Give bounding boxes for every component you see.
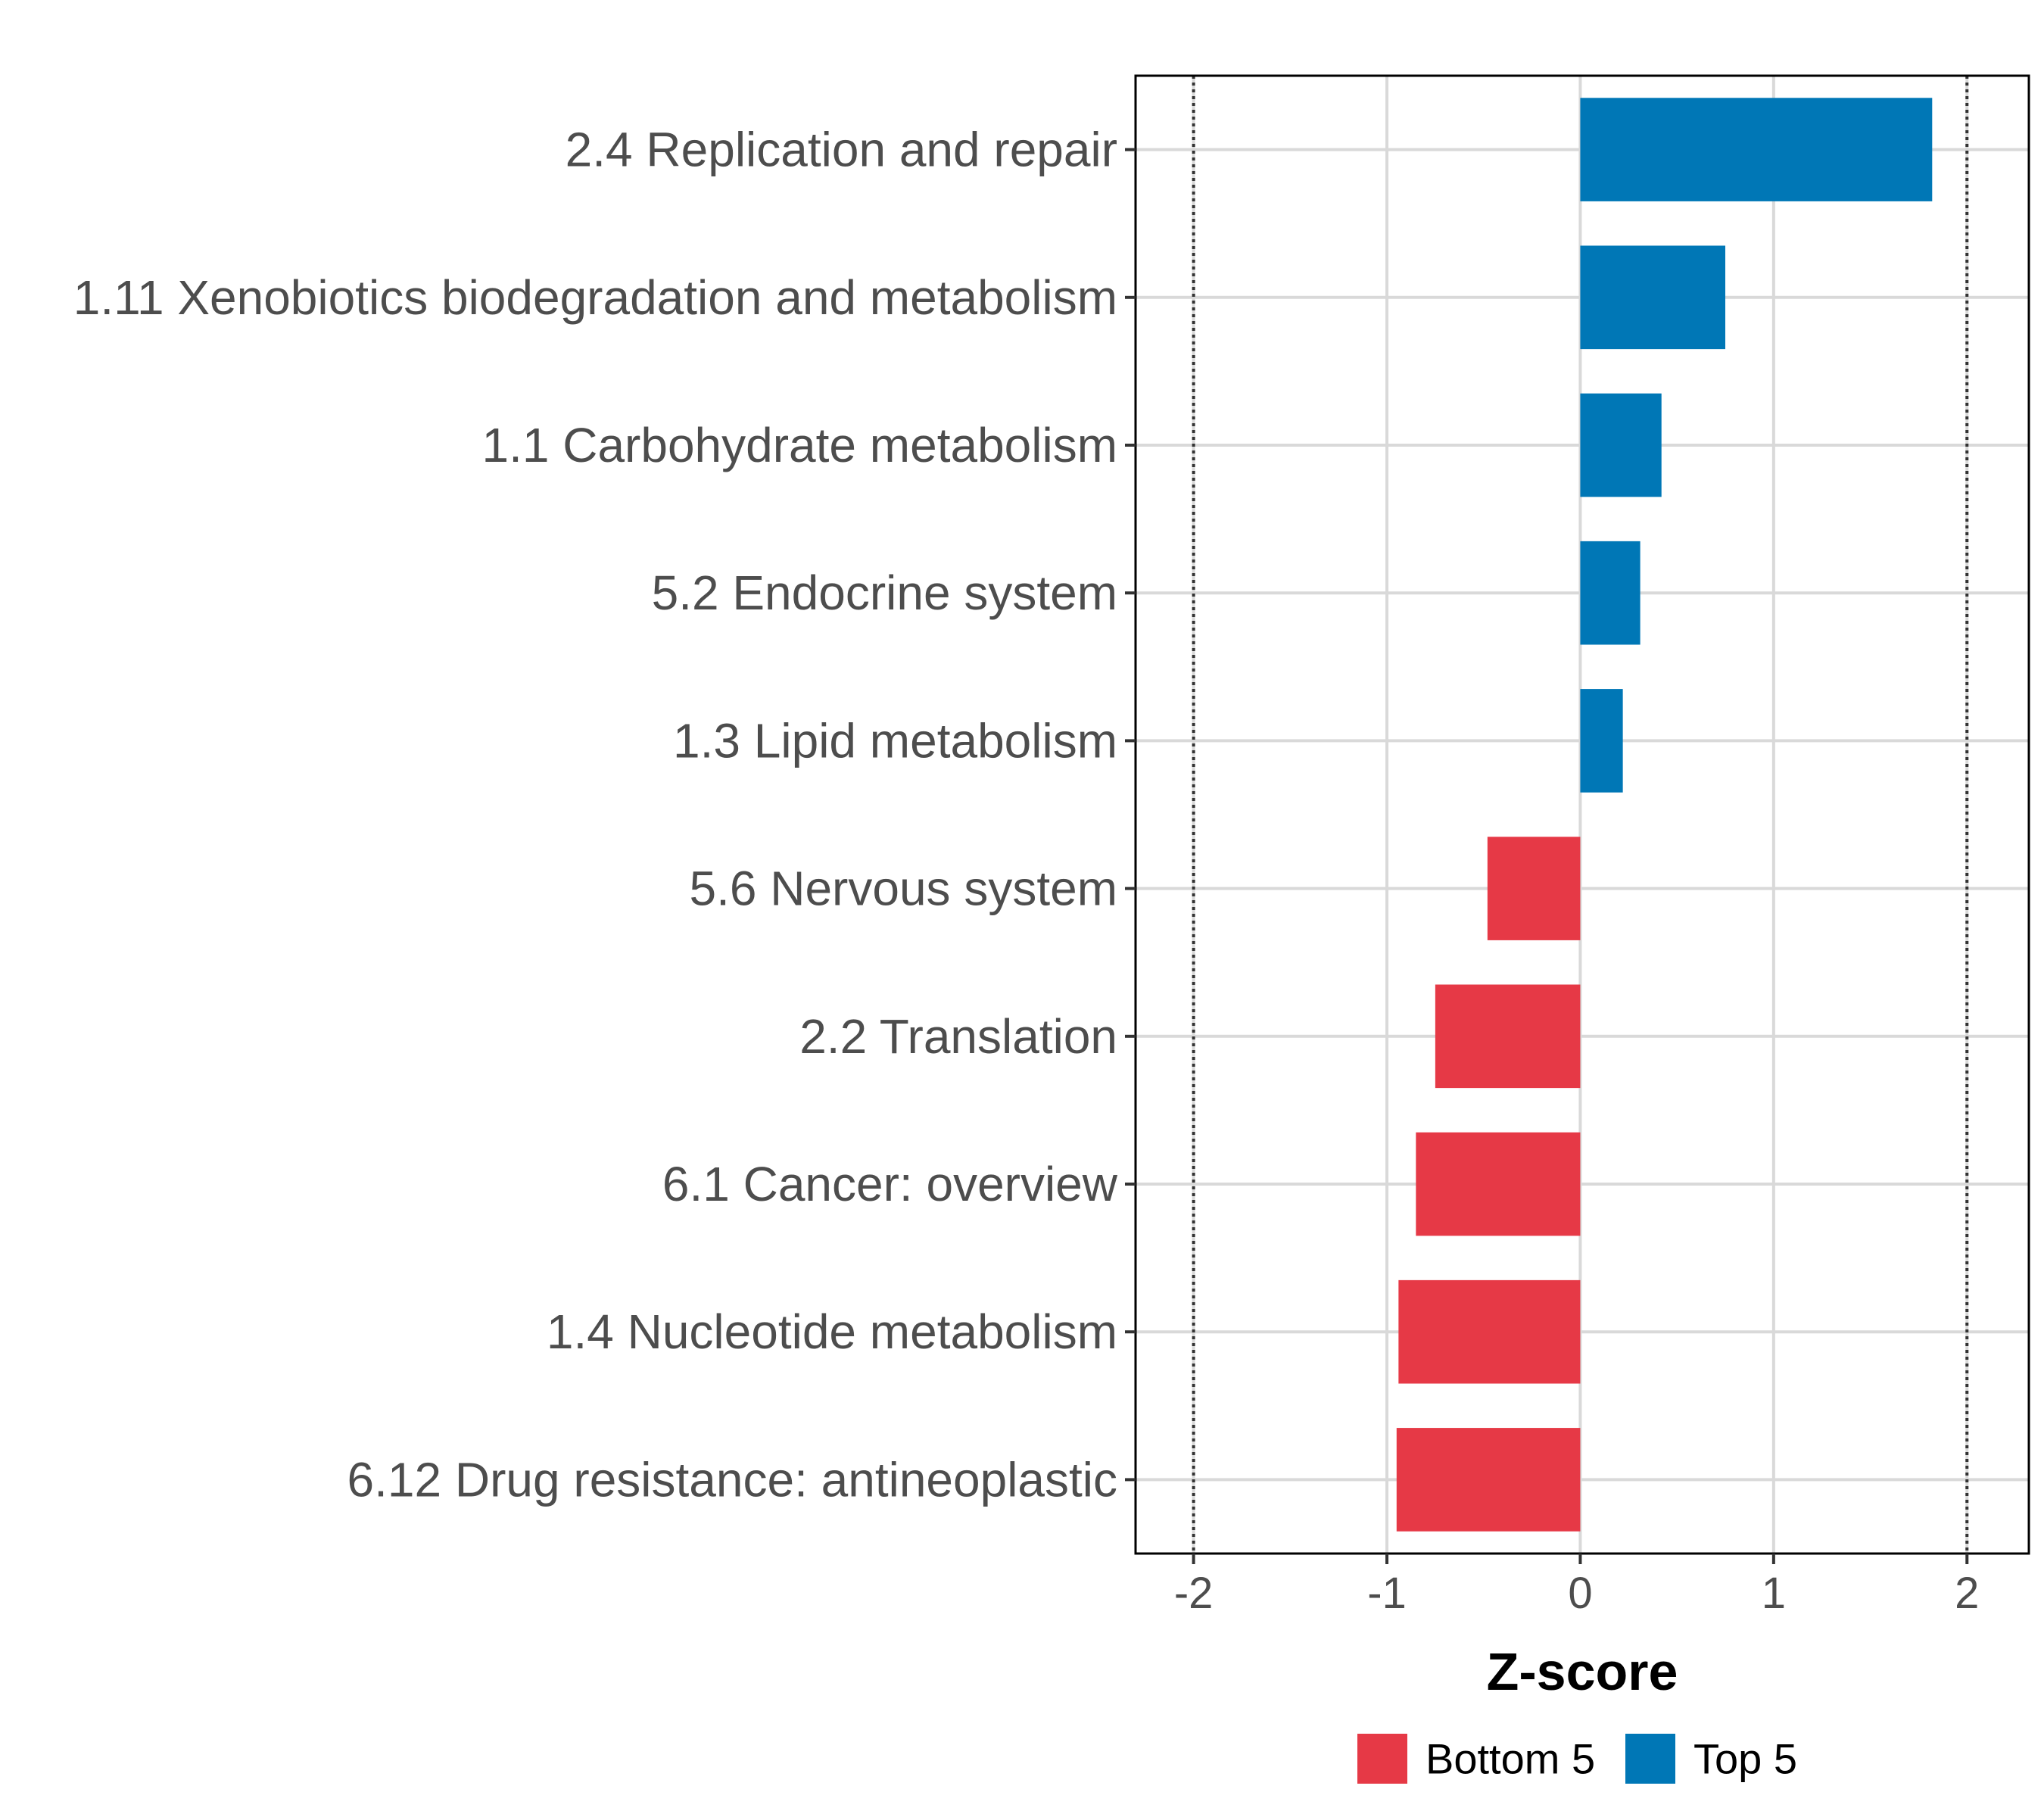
legend-label-bottom: Bottom 5 xyxy=(1426,1735,1595,1783)
y-tick-label: 5.2 Endocrine system xyxy=(652,566,1117,620)
y-tick-label: 6.12 Drug resistance: antineoplastic xyxy=(347,1452,1117,1507)
legend-swatch-bottom xyxy=(1357,1734,1407,1784)
y-tick-label: 1.3 Lipid metabolism xyxy=(673,713,1117,768)
legend-swatch-top xyxy=(1625,1734,1675,1784)
bar-top-4 xyxy=(1580,541,1640,645)
bars-layer xyxy=(1396,98,1933,1532)
y-tick-label: 5.6 Nervous system xyxy=(689,862,1117,916)
x-tick-label: -2 xyxy=(1174,1569,1214,1618)
x-tick-label: 2 xyxy=(1955,1569,1979,1618)
bar-top-1 xyxy=(1580,98,1933,201)
x-axis: -2 -1 0 1 2 xyxy=(1174,1554,1979,1618)
y-tick-label: 1.11 Xenobiotics biodegradation and meta… xyxy=(73,270,1117,325)
bar-bottom-8 xyxy=(1416,1132,1581,1236)
y-axis: 2.4 Replication and repair 1.11 Xenobioti… xyxy=(73,123,1136,1507)
panel-border xyxy=(1134,74,2030,1555)
y-tick-label: 1.4 Nucleotide metabolism xyxy=(547,1304,1117,1359)
y-tick-label: 2.2 Translation xyxy=(799,1009,1117,1064)
y-tick-label: 2.4 Replication and repair xyxy=(566,123,1117,177)
legend: Bottom 5 Top 5 xyxy=(1357,1734,1797,1784)
bar-bottom-6 xyxy=(1487,837,1581,940)
x-tick-label: 1 xyxy=(1762,1569,1786,1618)
legend-label-top: Top 5 xyxy=(1693,1735,1797,1783)
bar-top-3 xyxy=(1580,393,1662,497)
x-tick-label: -1 xyxy=(1367,1569,1407,1618)
bar-bottom-7 xyxy=(1435,984,1581,1089)
y-tick-label: 6.1 Cancer: overview xyxy=(662,1157,1118,1211)
bar-bottom-10 xyxy=(1396,1428,1581,1532)
bar-bottom-9 xyxy=(1398,1279,1581,1384)
y-tick-label: 1.1 Carbohydrate metabolism xyxy=(481,418,1117,472)
reference-lines-layer xyxy=(1192,76,1969,1554)
x-axis-title: Z-score xyxy=(1487,1642,1678,1701)
bar-top-5 xyxy=(1580,689,1623,793)
bar-top-2 xyxy=(1580,245,1726,350)
x-tick-label: 0 xyxy=(1568,1569,1592,1618)
